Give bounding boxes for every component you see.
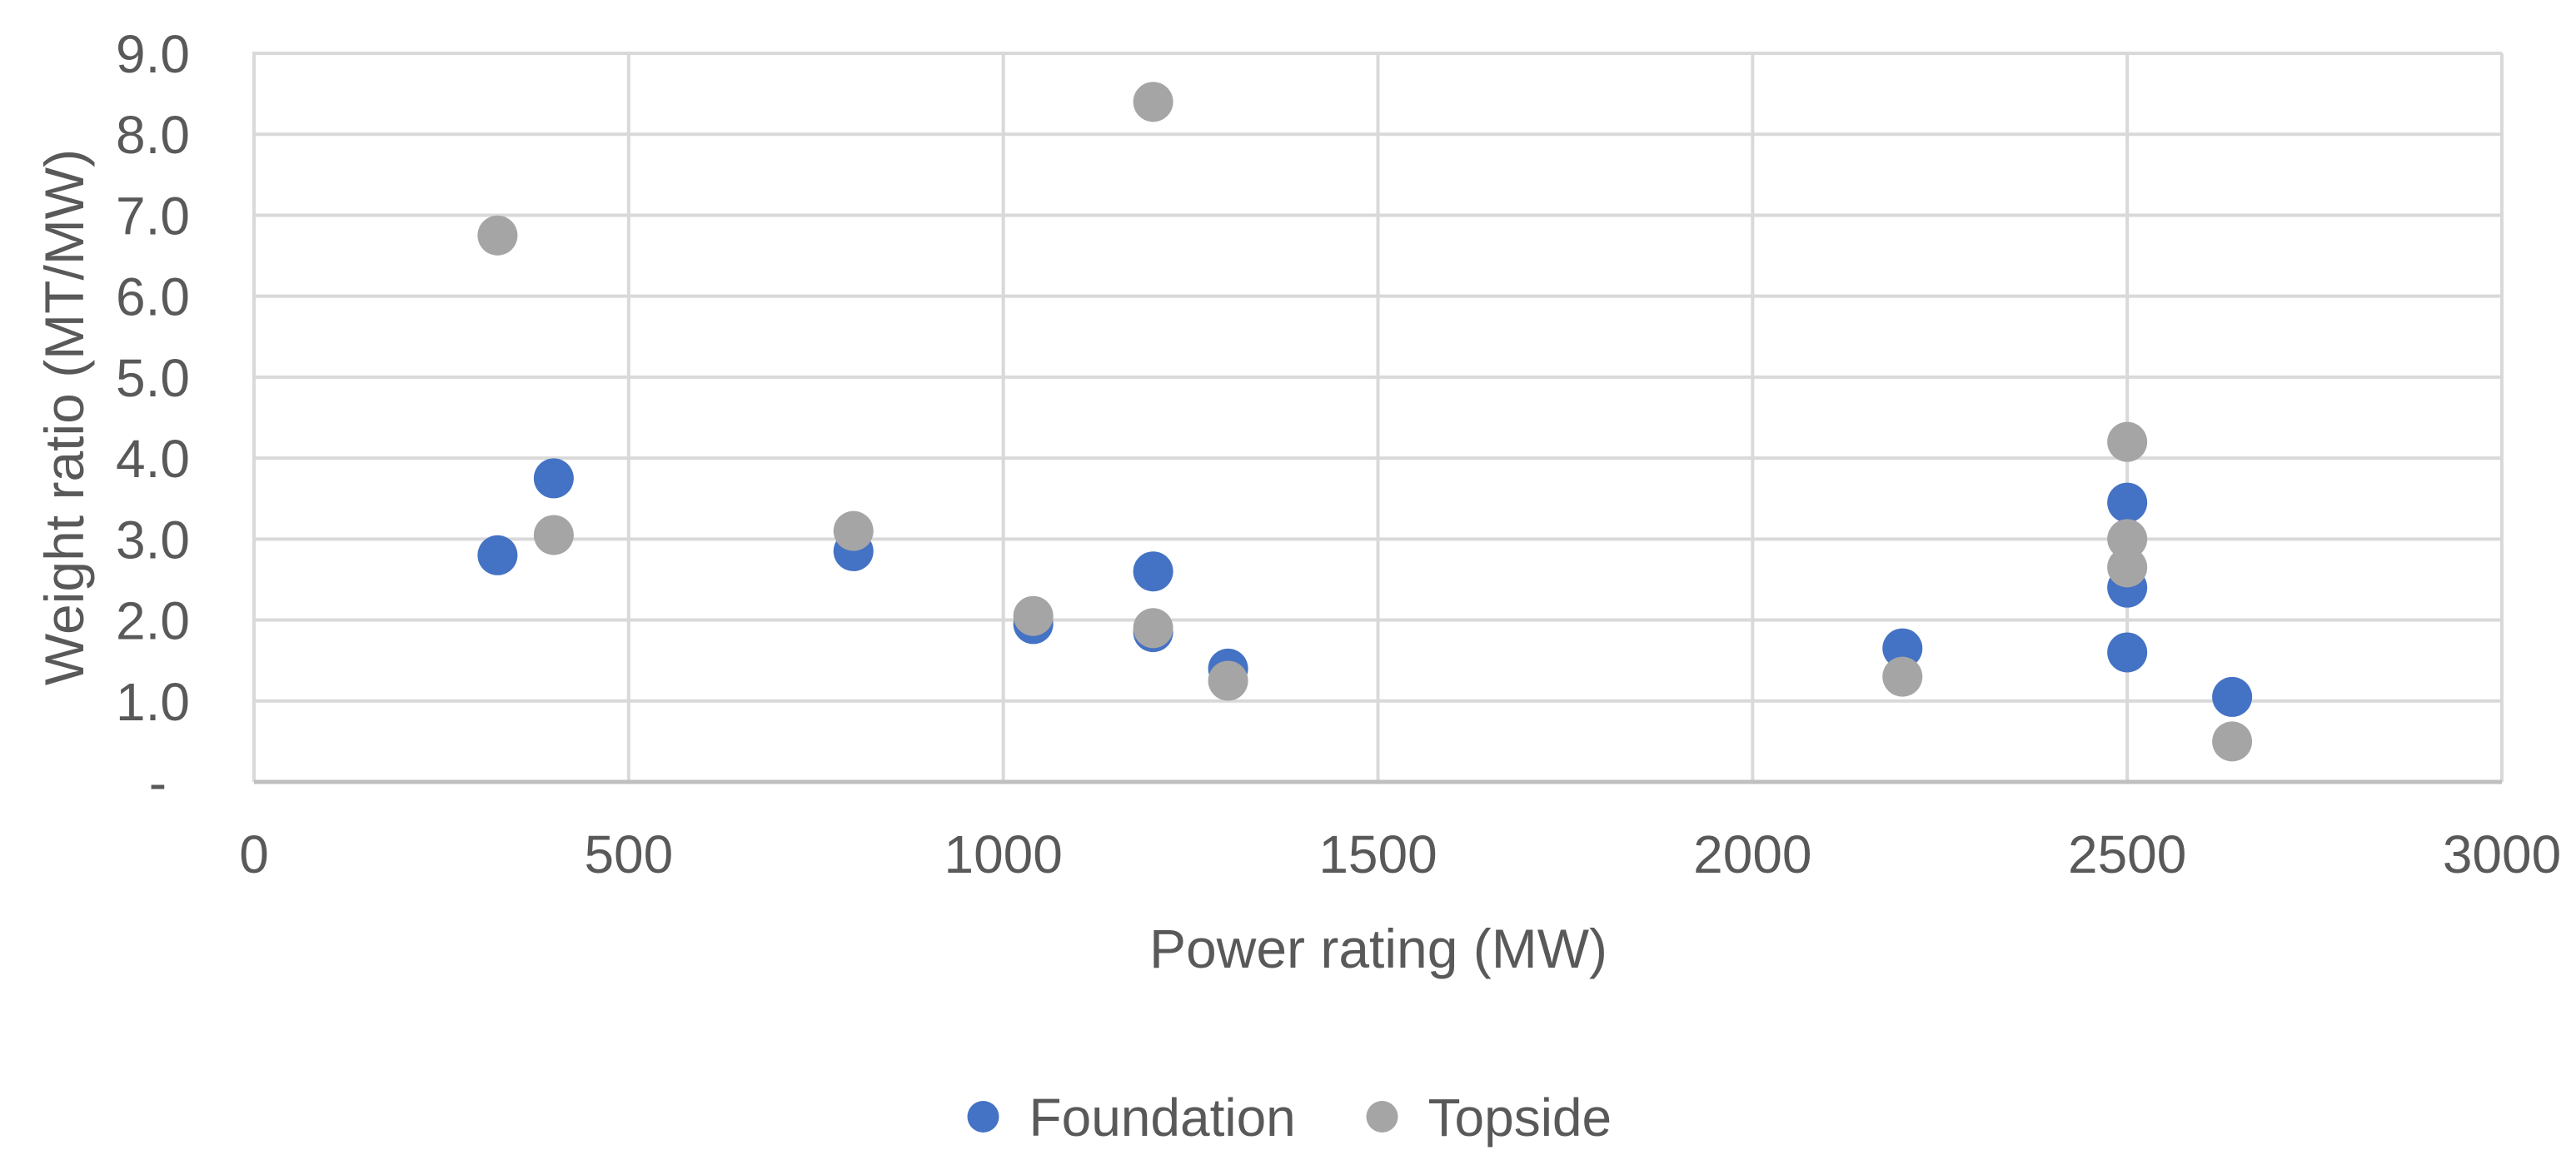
- x-tick-label: 2000: [1693, 824, 1811, 884]
- y-tick-label: 3.0: [116, 510, 190, 570]
- data-point-foundation: [2107, 482, 2148, 523]
- data-point-foundation: [533, 458, 574, 499]
- y-tick-label: 6.0: [116, 267, 190, 327]
- legend-marker-topside-icon: [1366, 1101, 1398, 1133]
- y-axis-title: Weight ratio (MT/MW): [33, 149, 95, 685]
- y-tick-label: 8.0: [116, 105, 190, 165]
- y-tick-label: -: [149, 753, 167, 813]
- y-tick-label: 1.0: [116, 672, 190, 732]
- data-points: [477, 82, 2253, 762]
- data-point-topside: [477, 215, 518, 256]
- legend-marker-foundation-icon: [967, 1101, 999, 1133]
- y-tick-label: 9.0: [116, 24, 190, 84]
- series-foundation: [477, 458, 2253, 717]
- data-point-foundation: [1882, 628, 1923, 669]
- data-point-foundation: [2212, 676, 2253, 717]
- data-point-topside: [1133, 608, 1173, 649]
- data-point-topside: [533, 515, 574, 555]
- y-tick-label: 5.0: [116, 348, 190, 408]
- data-point-topside: [2107, 421, 2148, 462]
- data-point-topside: [1133, 82, 1173, 122]
- data-point-topside: [1013, 595, 1054, 636]
- data-point-topside: [2107, 519, 2148, 560]
- x-tick-label: 1500: [1318, 824, 1437, 884]
- data-point-topside: [2212, 721, 2253, 762]
- x-tick-label: 0: [239, 824, 269, 884]
- y-tick-label: 4.0: [116, 429, 190, 489]
- data-point-foundation: [1133, 551, 1173, 592]
- y-tick-label: 7.0: [116, 186, 190, 246]
- y-tick-label: 2.0: [116, 591, 190, 651]
- data-point-foundation: [477, 535, 518, 575]
- legend-label-foundation: Foundation: [1029, 1088, 1296, 1148]
- x-tick-label: 3000: [2443, 824, 2561, 884]
- x-tick-label: 2500: [2068, 824, 2186, 884]
- series-topside: [477, 82, 2253, 762]
- data-point-foundation: [2107, 632, 2148, 673]
- data-point-topside: [1882, 656, 1923, 697]
- legend-item-foundation: Foundation: [967, 1088, 1296, 1148]
- legend: Foundation Topside: [967, 1088, 1612, 1148]
- x-axis-tick-labels: 0 500 1000 1500 2000 2500 3000: [239, 824, 2561, 884]
- vertical-gridlines: [252, 53, 2504, 782]
- data-point-topside: [2107, 547, 2148, 588]
- y-axis-tick-labels: 9.0 8.0 7.0 6.0 5.0 4.0 3.0 2.0 1.0 -: [116, 24, 190, 813]
- data-point-topside: [1208, 660, 1248, 701]
- x-axis-title: Power rating (MW): [1149, 918, 1607, 979]
- legend-item-topside: Topside: [1366, 1088, 1612, 1148]
- data-point-topside: [833, 510, 874, 551]
- x-tick-label: 500: [584, 824, 673, 884]
- x-tick-label: 1000: [944, 824, 1062, 884]
- legend-label-topside: Topside: [1428, 1088, 1612, 1148]
